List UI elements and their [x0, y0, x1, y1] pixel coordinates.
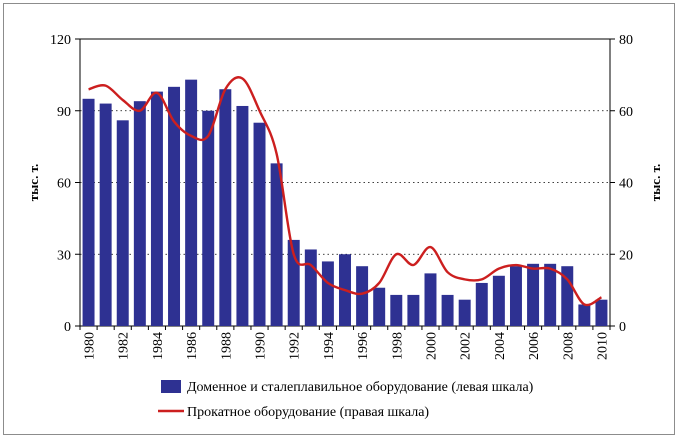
bar: [270, 163, 283, 326]
bar: [595, 299, 608, 326]
x-tick-label: 1982: [117, 332, 132, 360]
y-right-tick-label: 20: [619, 248, 633, 263]
bar: [458, 299, 471, 326]
x-tick-label: 1980: [83, 332, 98, 360]
x-tick-label: 2006: [527, 332, 542, 360]
bar: [475, 282, 488, 326]
legend-swatch-bar: [161, 380, 181, 393]
y-right-tick-label: 60: [619, 105, 633, 120]
bar: [304, 249, 317, 326]
x-tick-label: 1984: [151, 332, 166, 360]
bar: [236, 105, 249, 326]
x-tick-label: 1996: [356, 332, 371, 360]
bar: [356, 266, 369, 326]
y-right-tick-label: 0: [619, 320, 626, 335]
bar: [116, 120, 129, 326]
bar: [561, 266, 574, 326]
legend-label-bar: Доменное и сталеплавильное оборудование …: [187, 380, 534, 395]
bar: [82, 98, 95, 327]
y-left-tick-label: 30: [57, 248, 71, 263]
x-tick-label: 1992: [288, 332, 303, 360]
y-right-axis-title: тыс. т.: [648, 164, 663, 201]
x-tick-label: 1998: [390, 332, 405, 360]
bar: [544, 263, 557, 326]
x-tick-label: 2002: [459, 332, 474, 360]
x-tick-label: 1994: [322, 332, 337, 360]
y-left-tick-label: 120: [50, 33, 71, 48]
bar: [150, 91, 163, 326]
y-right-tick-label: 80: [619, 33, 633, 48]
bar: [168, 86, 181, 326]
bar: [133, 101, 146, 326]
x-tick-label: 1986: [185, 332, 200, 360]
bar: [287, 239, 300, 326]
bar: [185, 79, 198, 327]
y-left-tick-label: 90: [57, 105, 71, 120]
x-tick-label: 2004: [493, 332, 508, 360]
bar: [441, 294, 454, 326]
bar: [407, 294, 420, 326]
bar: [219, 89, 232, 326]
bar: [253, 122, 266, 326]
line-series: [88, 76, 603, 307]
bar: [99, 103, 112, 326]
bar: [202, 110, 215, 326]
x-tick-label: 2008: [561, 332, 576, 360]
y-left-tick-label: 60: [57, 177, 71, 192]
bar: [373, 287, 386, 326]
x-tick-label: 2000: [424, 332, 439, 360]
bar: [578, 304, 591, 326]
y-right-tick-label: 40: [619, 177, 633, 192]
chart-frame: [3, 3, 675, 435]
bar: [321, 261, 334, 326]
bar: [492, 275, 505, 326]
y-left-axis-title: тыс. т.: [26, 164, 41, 201]
legend-label-line: Прокатное оборудование (правая шкала): [187, 405, 429, 420]
bar: [509, 266, 522, 326]
x-tick-label: 2010: [595, 332, 610, 360]
x-tick-label: 1990: [254, 332, 269, 360]
bar: [390, 294, 403, 326]
bar: [424, 273, 437, 326]
x-tick-label: 1988: [219, 332, 234, 360]
y-left-tick-label: 0: [64, 320, 71, 335]
bar: [527, 263, 540, 326]
